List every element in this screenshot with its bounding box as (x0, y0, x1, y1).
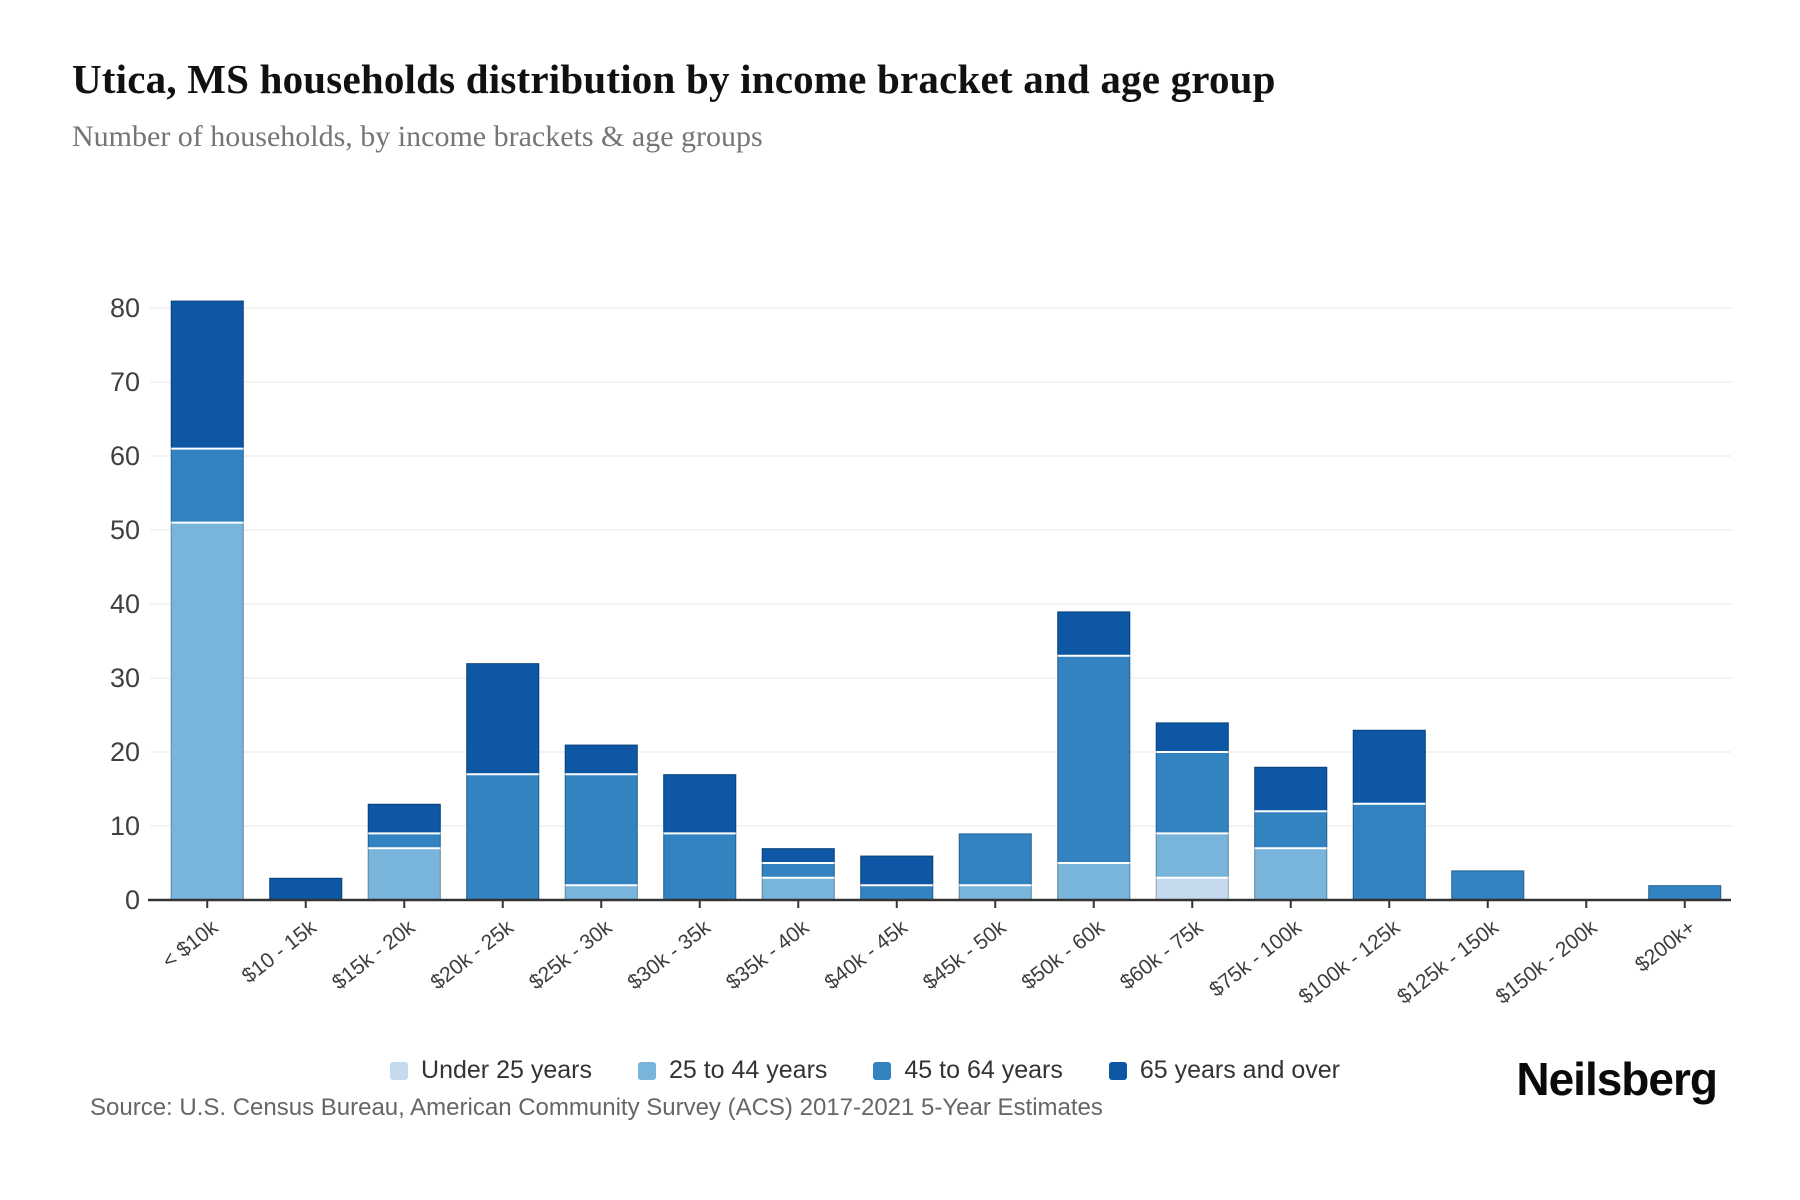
bar-segment-45-to-64-years[interactable] (761, 863, 835, 878)
x-axis-tick-label: $40k - 45k (820, 916, 912, 995)
y-axis-tick-label: 10 (110, 811, 140, 841)
bar-segment-45-to-64-years[interactable] (1254, 811, 1328, 849)
bar-segment-25-to-44-years[interactable] (1155, 833, 1229, 878)
bar-segment-45-to-64-years[interactable] (564, 774, 638, 886)
legend-item-25-to-44-years[interactable]: 25 to 44 years (637, 1056, 828, 1085)
bar-segment-65-years-and-over[interactable] (761, 848, 835, 863)
x-axis-tick-label: $75k - 100k (1205, 916, 1306, 1002)
bar-segment-45-to-64-years[interactable] (663, 833, 737, 900)
bar-segment-65-years-and-over[interactable] (564, 744, 638, 775)
legend-swatch-icon (1108, 1061, 1127, 1080)
x-axis-tick-label: $200k+ (1631, 916, 1700, 977)
legend-item-under-25-years[interactable]: Under 25 years (390, 1056, 592, 1085)
bar-segment-65-years-and-over[interactable] (466, 663, 540, 775)
bar-segment-65-years-and-over[interactable] (1352, 729, 1426, 804)
bar-segment-25-to-44-years[interactable] (170, 522, 244, 900)
bar-segment-45-to-64-years[interactable] (170, 448, 244, 523)
x-axis-tick-label: $60k - 75k (1116, 916, 1208, 995)
bar-segment-45-to-64-years[interactable] (367, 833, 441, 849)
bar-segment-45-to-64-years[interactable] (958, 833, 1032, 886)
bar-segment-45-to-64-years[interactable] (860, 885, 934, 900)
bar-segment-25-to-44-years[interactable] (367, 848, 441, 900)
legend-swatch-icon (873, 1061, 892, 1080)
x-axis-tick-label: $125k - 150k (1393, 916, 1503, 1009)
bar-segment-45-to-64-years[interactable] (1352, 803, 1426, 900)
bar-segment-45-to-64-years[interactable] (1648, 885, 1722, 900)
y-axis-tick-label: 50 (110, 515, 140, 545)
legend-label: Under 25 years (421, 1056, 592, 1084)
neilsberg-logo: Neilsberg (1516, 1053, 1718, 1105)
x-axis-tick-label: $50k - 60k (1017, 916, 1109, 995)
bar-segment-25-to-44-years[interactable] (761, 877, 835, 900)
bar-segment-65-years-and-over[interactable] (860, 855, 934, 886)
y-axis-tick-label: 70 (110, 367, 140, 397)
legend-item-45-to-64-years[interactable]: 45 to 64 years (873, 1056, 1063, 1085)
bar-segment-65-years-and-over[interactable] (170, 300, 244, 449)
legend-label: 65 years and over (1139, 1056, 1340, 1084)
x-axis-tick-label: $150k - 200k (1491, 916, 1601, 1009)
bar-segment-65-years-and-over[interactable] (367, 803, 441, 834)
bar-segment-65-years-and-over[interactable] (1155, 722, 1229, 752)
x-axis-tick-label: $45k - 50k (919, 916, 1011, 995)
y-axis-tick-label: 0 (125, 885, 140, 915)
bar-segment-25-to-44-years[interactable] (1057, 863, 1131, 900)
bar-segment-under-25-years[interactable] (1155, 877, 1229, 900)
legend-label: 25 to 44 years (668, 1056, 828, 1084)
chart-legend: Under 25 years 25 to 44 years 45 to 64 yea… (0, 1056, 1730, 1085)
bar-segment-45-to-64-years[interactable] (1451, 870, 1525, 900)
page-title: Utica, MS households distribution by inc… (72, 56, 1276, 102)
x-axis-tick-label: $30k - 35k (623, 916, 715, 995)
x-axis-tick-label: $10 - 15k (238, 916, 322, 988)
y-axis-tick-label: 30 (110, 663, 140, 693)
page-subtitle: Number of households, by income brackets… (72, 120, 763, 153)
bar-segment-25-to-44-years[interactable] (564, 885, 638, 900)
legend-item-65-years-and-over[interactable]: 65 years and over (1108, 1056, 1340, 1085)
bar-segment-65-years-and-over[interactable] (1057, 611, 1131, 656)
y-axis-tick-label: 80 (110, 293, 140, 323)
x-axis-tick-label: < $10k (158, 916, 223, 974)
source-note: Source: U.S. Census Bureau, American Com… (90, 1094, 1103, 1121)
y-axis-tick-label: 60 (110, 441, 140, 471)
legend-swatch-icon (390, 1061, 409, 1080)
bar-segment-65-years-and-over[interactable] (269, 877, 343, 900)
bar-segment-45-to-64-years[interactable] (1155, 752, 1229, 834)
x-axis-tick-label: $100k - 125k (1294, 916, 1404, 1009)
bar-segment-65-years-and-over[interactable] (1254, 766, 1328, 812)
legend-label: 45 to 64 years (904, 1056, 1063, 1084)
bar-segment-65-years-and-over[interactable] (663, 774, 737, 834)
x-axis-tick-label: $20k - 25k (426, 916, 518, 995)
bar-segment-25-to-44-years[interactable] (1254, 848, 1328, 900)
y-axis-tick-label: 20 (110, 737, 140, 767)
x-axis-tick-label: $15k - 20k (328, 916, 420, 995)
bar-segment-25-to-44-years[interactable] (958, 885, 1032, 900)
y-axis-tick-label: 40 (110, 589, 140, 619)
bar-segment-45-to-64-years[interactable] (1057, 655, 1131, 863)
bar-segment-45-to-64-years[interactable] (466, 774, 540, 900)
legend-swatch-icon (637, 1061, 656, 1080)
x-axis-tick-label: $25k - 30k (525, 916, 617, 995)
x-axis-tick-label: $35k - 40k (722, 916, 814, 995)
